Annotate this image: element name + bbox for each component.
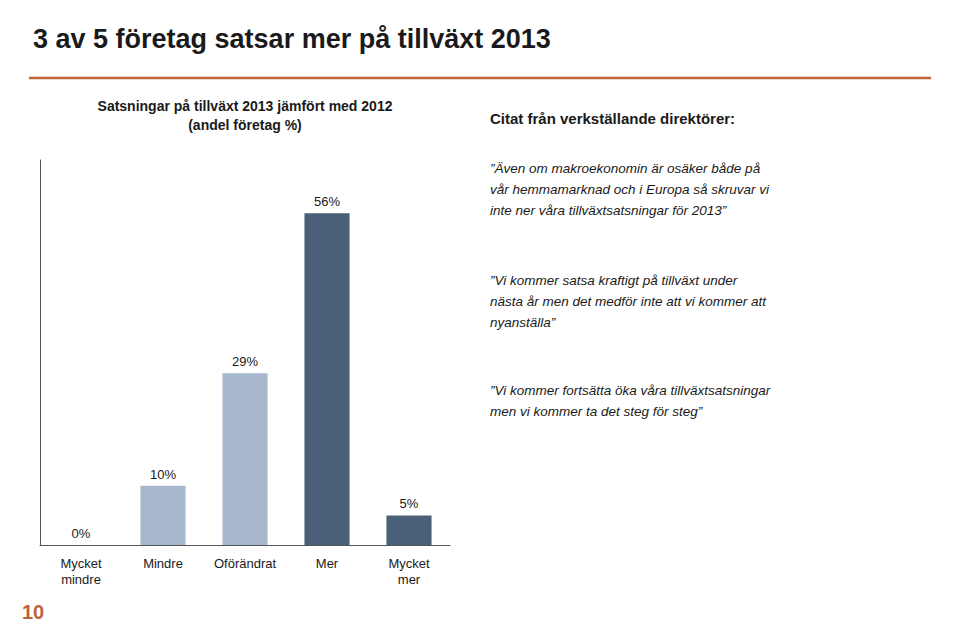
svg-text:”Även om makroekonomin är osäk: ”Även om makroekonomin är osäker både på xyxy=(490,161,761,176)
svg-text:56%: 56% xyxy=(314,194,340,209)
svg-text:nyanställa”: nyanställa” xyxy=(490,315,556,330)
svg-text:mer: mer xyxy=(398,572,421,587)
svg-text:5%: 5% xyxy=(400,496,419,511)
svg-text:men vi kommer ta det steg för: men vi kommer ta det steg för steg” xyxy=(490,404,703,419)
svg-text:Mindre: Mindre xyxy=(143,556,183,571)
svg-text:”Vi kommer fortsätta öka våra: ”Vi kommer fortsätta öka våra tillväxtsa… xyxy=(490,383,771,398)
svg-text:vår hemmamarknad och i Europa: vår hemmamarknad och i Europa så skruvar… xyxy=(490,182,770,197)
svg-text:Mycket: Mycket xyxy=(388,556,430,571)
svg-text:10: 10 xyxy=(22,601,44,623)
svg-text:(andel företag %): (andel företag %) xyxy=(188,117,302,133)
svg-text:29%: 29% xyxy=(232,354,258,369)
svg-text:”Vi kommer satsa kraftigt på t: ”Vi kommer satsa kraftigt på tillväxt un… xyxy=(490,273,738,288)
svg-text:Citat från verkställande direk: Citat från verkställande direktörer: xyxy=(490,110,735,127)
svg-text:Mycket: Mycket xyxy=(60,556,102,571)
svg-text:inte ner våra tillväxtsatsning: inte ner våra tillväxtsatsningar för 201… xyxy=(490,203,727,218)
svg-text:Satsningar på tillväxt 2013 jä: Satsningar på tillväxt 2013 jämfört med … xyxy=(98,98,393,114)
svg-text:3 av 5 företag satsar mer på t: 3 av 5 företag satsar mer på tillväxt 20… xyxy=(33,24,551,54)
svg-text:10%: 10% xyxy=(150,467,176,482)
svg-text:0%: 0% xyxy=(72,526,91,541)
svg-text:mindre: mindre xyxy=(61,572,101,587)
svg-text:Mer: Mer xyxy=(316,556,339,571)
svg-text:nästa år men det medför inte a: nästa år men det medför inte att vi komm… xyxy=(490,294,767,309)
svg-text:Oförändrat: Oförändrat xyxy=(214,556,277,571)
